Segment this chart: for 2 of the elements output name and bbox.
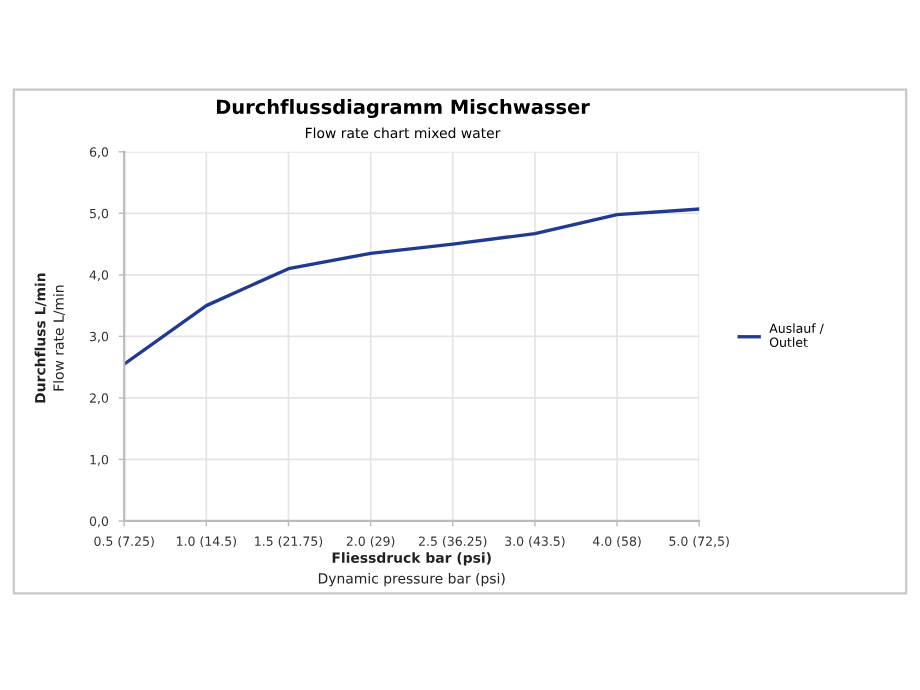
chart-title: Durchflussdiagramm Mischwasser bbox=[216, 99, 590, 119]
line-series bbox=[124, 207, 700, 366]
